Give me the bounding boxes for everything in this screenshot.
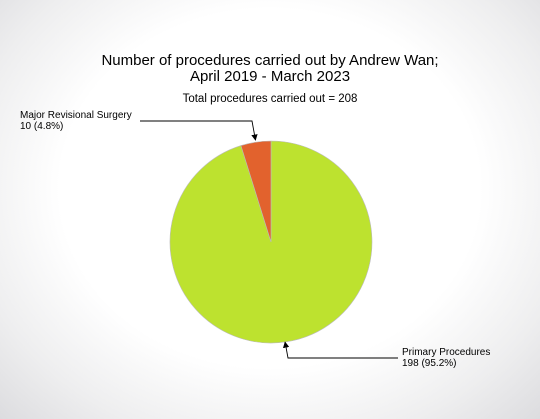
slice-label: Primary Procedures bbox=[402, 347, 490, 358]
chart-subtitle: Total procedures carried out = 208 bbox=[182, 93, 358, 105]
pie-slices bbox=[169, 140, 373, 344]
chart-title-line-2: April 2019 - March 2023 bbox=[189, 68, 351, 85]
slice-value-label: 10 (4.8%) bbox=[20, 121, 63, 132]
callout-line-1 bbox=[140, 120, 258, 141]
slice-value-label: 198 (95.2%) bbox=[402, 358, 456, 369]
chart-title-line-1: Number of procedures carried out by Andr… bbox=[101, 52, 439, 69]
callout-line-0 bbox=[282, 341, 398, 359]
slice-label: Major Revisional Surgery bbox=[20, 110, 132, 121]
pie-slice-major-revisional-surgery bbox=[240, 140, 272, 243]
